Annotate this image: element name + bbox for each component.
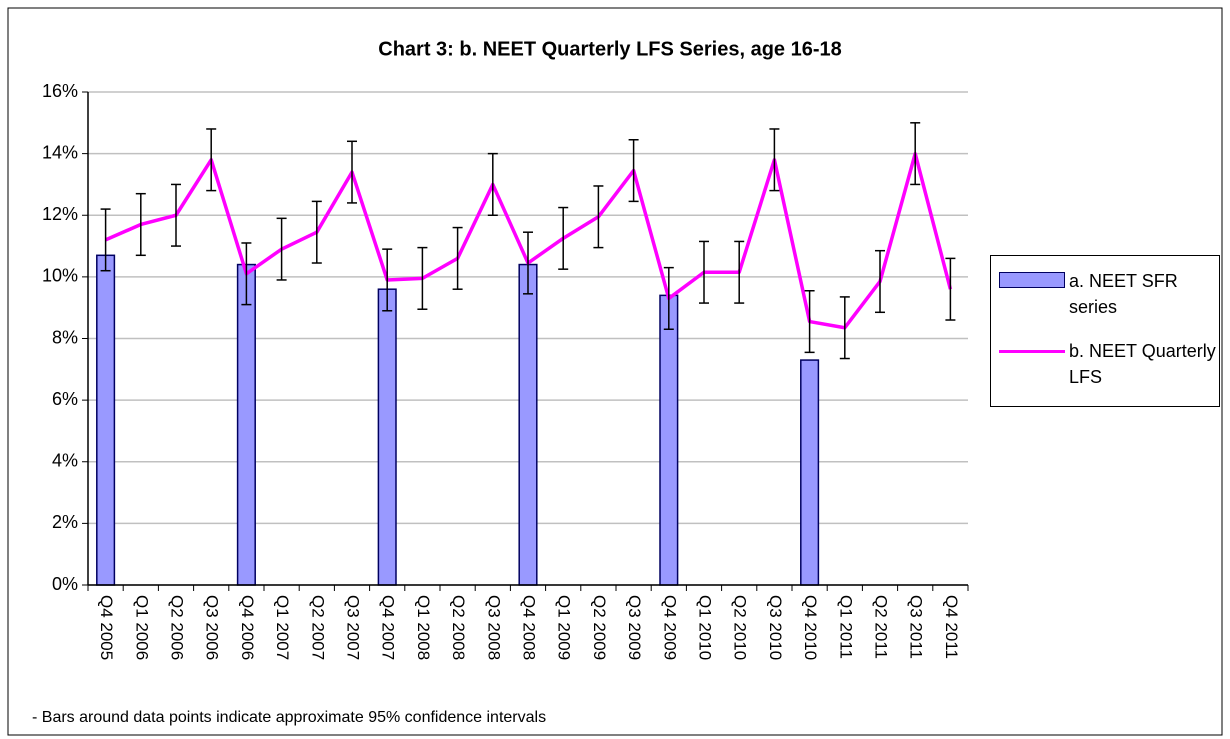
x-tick-label: Q4 2007 — [379, 595, 398, 660]
error-bar — [734, 240, 745, 304]
x-tick-label: Q2 2009 — [590, 595, 609, 660]
x-tick-label: Q3 2010 — [766, 595, 785, 660]
error-bar — [523, 231, 533, 295]
error-bar — [699, 240, 709, 304]
x-tick-label: Q4 2006 — [238, 595, 257, 660]
y-tick-label: 0% — [52, 574, 78, 594]
error-bar — [804, 289, 815, 354]
error-bar — [417, 246, 428, 310]
y-tick-label: 4% — [52, 451, 78, 471]
error-bar — [206, 128, 217, 192]
error-bar — [487, 152, 498, 216]
error-bar — [135, 192, 146, 257]
x-tick-label: Q2 2006 — [168, 595, 187, 660]
error-bar — [241, 242, 252, 306]
x-tick-label: Q3 2011 — [907, 595, 926, 659]
error-bar — [628, 139, 639, 203]
x-tick-label: Q1 2008 — [414, 595, 433, 660]
footnote: - Bars around data points indicate appro… — [32, 709, 546, 726]
legend-label: a. NEET SFR series — [1069, 271, 1178, 317]
chart-title: Chart 3: b. NEET Quarterly LFS Series, a… — [378, 38, 842, 60]
x-tick-label: Q1 2011 — [836, 595, 855, 659]
x-tick-label: Q2 2010 — [731, 595, 750, 660]
x-tick-label: Q1 2007 — [273, 595, 292, 660]
error-bar — [347, 140, 357, 204]
legend-label: b. NEET Quarterly LFS — [1069, 341, 1216, 387]
x-tick-label: Q4 2011 — [942, 595, 961, 659]
error-bar — [382, 248, 393, 312]
x-tick-label: Q3 2006 — [203, 595, 222, 660]
x-tick-label: Q3 2009 — [625, 595, 644, 660]
error-bar — [875, 249, 885, 314]
x-tick-label: Q2 2008 — [449, 595, 468, 660]
error-bar — [769, 128, 780, 192]
bar — [236, 263, 256, 586]
error-bar — [839, 296, 850, 360]
error-bar — [558, 206, 569, 270]
y-tick-label: 6% — [52, 389, 78, 409]
y-tick-label: 12% — [42, 204, 78, 224]
error-bar — [276, 217, 287, 281]
legend-swatch — [999, 350, 1065, 353]
x-tick-label: Q4 2008 — [520, 595, 539, 660]
error-bar — [452, 226, 463, 290]
bar — [377, 288, 397, 586]
y-tick-label: 16% — [42, 81, 78, 101]
error-bar — [663, 266, 674, 331]
bar — [800, 359, 820, 586]
error-bar — [945, 257, 956, 321]
y-tick-label: 14% — [42, 142, 78, 162]
error-bar — [910, 122, 921, 186]
x-tick-label: Q1 2009 — [555, 595, 574, 660]
x-tick-label: Q3 2008 — [484, 595, 503, 660]
bar — [659, 294, 679, 586]
x-tick-label: Q4 2009 — [660, 595, 679, 660]
x-tick-label: Q1 2006 — [132, 595, 151, 660]
y-tick-label: 2% — [52, 512, 78, 532]
y-tick-label: 10% — [42, 266, 78, 286]
x-tick-label: Q4 2005 — [97, 595, 116, 660]
legend-swatch — [999, 272, 1065, 288]
bar — [518, 263, 538, 586]
error-bar — [171, 183, 181, 247]
error-bar — [593, 185, 604, 249]
error-bar — [100, 208, 111, 272]
x-tick-label: Q2 2007 — [308, 595, 327, 660]
y-tick-label: 8% — [52, 327, 78, 347]
error-bar — [311, 200, 322, 264]
bar — [96, 254, 116, 586]
x-tick-label: Q4 2010 — [801, 595, 820, 660]
x-tick-label: Q1 2010 — [696, 595, 715, 660]
x-tick-label: Q3 2007 — [344, 595, 363, 660]
legend: a. NEET SFR series b. NEET Quarterly LFS — [990, 255, 1220, 407]
x-tick-label: Q2 2011 — [872, 595, 891, 659]
